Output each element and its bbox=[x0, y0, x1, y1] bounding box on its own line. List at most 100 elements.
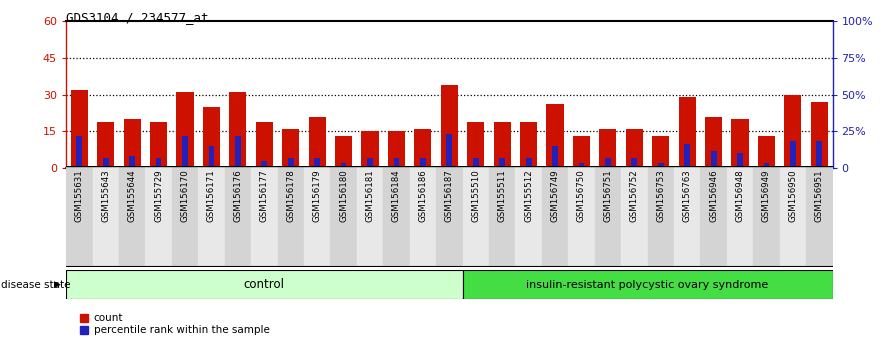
Bar bbox=[711, 151, 716, 168]
Bar bbox=[341, 163, 346, 168]
Bar bbox=[784, 95, 802, 168]
Bar bbox=[410, 166, 436, 267]
Bar bbox=[705, 117, 722, 168]
Bar bbox=[473, 158, 478, 168]
Text: ▶: ▶ bbox=[54, 280, 61, 289]
Bar bbox=[467, 122, 485, 168]
Bar bbox=[700, 166, 727, 267]
Bar bbox=[145, 166, 172, 267]
Bar bbox=[304, 166, 330, 267]
Text: GSM156171: GSM156171 bbox=[207, 170, 216, 222]
Bar bbox=[93, 166, 119, 267]
Bar bbox=[573, 136, 590, 168]
Text: insulin-resistant polycystic ovary syndrome: insulin-resistant polycystic ovary syndr… bbox=[527, 280, 768, 290]
Bar bbox=[685, 144, 690, 168]
Bar bbox=[209, 146, 214, 168]
Bar bbox=[579, 163, 584, 168]
Text: control: control bbox=[244, 278, 285, 291]
Bar bbox=[737, 154, 743, 168]
Text: GSM156948: GSM156948 bbox=[736, 170, 744, 222]
Bar bbox=[282, 129, 300, 168]
Bar bbox=[70, 90, 88, 168]
Bar bbox=[626, 129, 643, 168]
Text: GSM156180: GSM156180 bbox=[339, 170, 348, 222]
Bar bbox=[367, 158, 373, 168]
Bar bbox=[229, 92, 247, 168]
Bar bbox=[678, 97, 696, 168]
Bar bbox=[330, 166, 357, 267]
Legend: count, percentile rank within the sample: count, percentile rank within the sample bbox=[80, 313, 270, 335]
Bar bbox=[790, 141, 796, 168]
Bar bbox=[648, 166, 674, 267]
Bar bbox=[727, 166, 753, 267]
Text: GSM156751: GSM156751 bbox=[603, 170, 612, 222]
Bar bbox=[123, 119, 141, 168]
Bar bbox=[97, 122, 115, 168]
Bar bbox=[225, 166, 251, 267]
Text: GDS3104 / 234577_at: GDS3104 / 234577_at bbox=[66, 11, 209, 24]
Bar bbox=[156, 158, 161, 168]
Bar bbox=[77, 136, 82, 168]
Bar bbox=[599, 129, 617, 168]
Bar bbox=[436, 166, 463, 267]
Bar bbox=[463, 270, 833, 299]
Text: GSM155512: GSM155512 bbox=[524, 170, 533, 222]
Bar bbox=[652, 136, 670, 168]
Bar bbox=[632, 158, 637, 168]
Bar bbox=[546, 104, 564, 168]
Bar bbox=[103, 158, 108, 168]
Text: GSM156946: GSM156946 bbox=[709, 170, 718, 222]
Bar bbox=[176, 92, 194, 168]
Bar bbox=[235, 136, 241, 168]
Bar bbox=[315, 158, 320, 168]
Text: GSM155643: GSM155643 bbox=[101, 170, 110, 222]
Text: GSM156951: GSM156951 bbox=[815, 170, 824, 222]
Bar bbox=[335, 136, 352, 168]
Bar bbox=[388, 131, 405, 168]
Bar bbox=[361, 131, 379, 168]
Bar bbox=[806, 166, 833, 267]
Text: GSM156950: GSM156950 bbox=[788, 170, 797, 222]
Bar bbox=[203, 107, 220, 168]
Bar bbox=[66, 166, 93, 267]
Bar bbox=[278, 166, 304, 267]
Bar bbox=[542, 166, 568, 267]
Bar bbox=[674, 166, 700, 267]
Text: GSM156179: GSM156179 bbox=[313, 170, 322, 222]
Bar bbox=[150, 122, 167, 168]
Bar bbox=[731, 119, 749, 168]
Bar bbox=[420, 158, 426, 168]
Bar bbox=[817, 141, 822, 168]
Text: GSM156749: GSM156749 bbox=[551, 170, 559, 222]
Bar bbox=[383, 166, 410, 267]
Bar bbox=[182, 136, 188, 168]
Bar bbox=[251, 166, 278, 267]
Text: GSM156750: GSM156750 bbox=[577, 170, 586, 222]
Text: GSM156170: GSM156170 bbox=[181, 170, 189, 222]
Bar bbox=[515, 166, 542, 267]
Bar bbox=[447, 134, 452, 168]
Bar bbox=[440, 85, 458, 168]
Bar bbox=[811, 102, 828, 168]
Text: GSM156187: GSM156187 bbox=[445, 170, 454, 222]
Text: GSM155511: GSM155511 bbox=[498, 170, 507, 222]
Bar bbox=[621, 166, 648, 267]
Bar bbox=[394, 158, 399, 168]
Bar bbox=[758, 136, 775, 168]
Text: GSM156753: GSM156753 bbox=[656, 170, 665, 222]
Text: GSM155729: GSM155729 bbox=[154, 170, 163, 222]
Bar bbox=[255, 122, 273, 168]
Text: GSM156752: GSM156752 bbox=[630, 170, 639, 222]
Text: GSM156178: GSM156178 bbox=[286, 170, 295, 222]
Bar bbox=[526, 158, 531, 168]
Bar bbox=[658, 163, 663, 168]
Bar bbox=[500, 158, 505, 168]
Text: GSM155644: GSM155644 bbox=[128, 170, 137, 222]
Bar bbox=[605, 158, 611, 168]
Bar bbox=[764, 163, 769, 168]
Bar bbox=[552, 146, 558, 168]
Bar bbox=[308, 117, 326, 168]
Bar bbox=[595, 166, 621, 267]
Bar bbox=[568, 166, 595, 267]
Text: GSM156949: GSM156949 bbox=[762, 170, 771, 222]
